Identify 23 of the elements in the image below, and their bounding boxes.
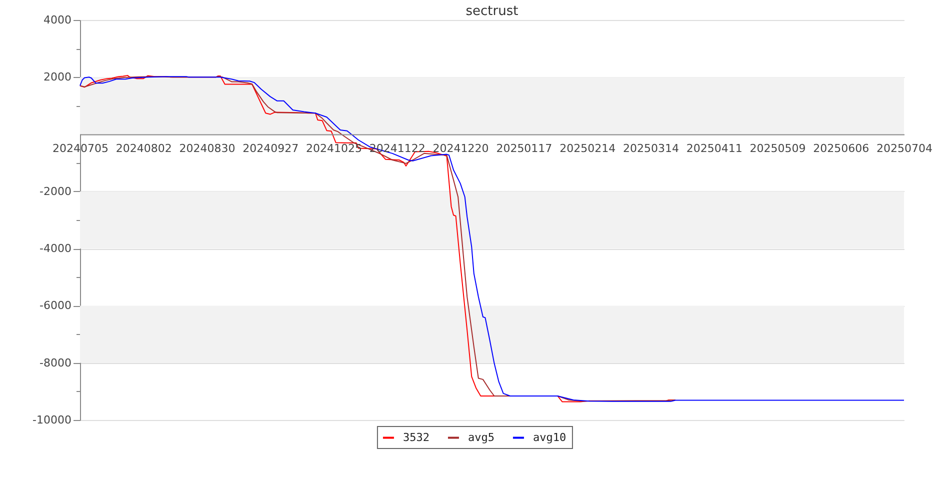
y-tick-label: -6000 (40, 299, 72, 312)
x-tick-label: 20250606 (813, 142, 870, 155)
x-tick-label: 20250214 (560, 142, 616, 155)
x-tick-label: 20241025 (306, 142, 362, 155)
y-tick-label: -10000 (32, 414, 72, 426)
x-tick-label: 20250411 (686, 142, 742, 155)
y-tick-label: -2000 (40, 184, 72, 198)
x-tick-label: 20250117 (496, 142, 552, 155)
y-tick-label: 4000 (44, 14, 72, 26)
legend-label: avg5 (468, 430, 494, 444)
y-tick-label: 2000 (44, 70, 72, 84)
chart-title: sectrust (466, 4, 518, 19)
x-tick-label: 20250704 (876, 142, 932, 155)
y-tick-label: -4000 (40, 242, 72, 256)
x-tick-label: 20241220 (432, 142, 489, 155)
x-tick-label: 20240802 (116, 142, 172, 155)
legend-label: 3532 (402, 430, 430, 444)
x-tick-label: 20250314 (622, 142, 679, 155)
y-tick-label: -8000 (40, 356, 72, 370)
x-tick-label: 20240927 (242, 142, 299, 155)
x-tick-label: 20240830 (179, 142, 236, 155)
legend-label: avg10 (532, 430, 566, 444)
x-tick-label: 20250509 (750, 142, 806, 155)
